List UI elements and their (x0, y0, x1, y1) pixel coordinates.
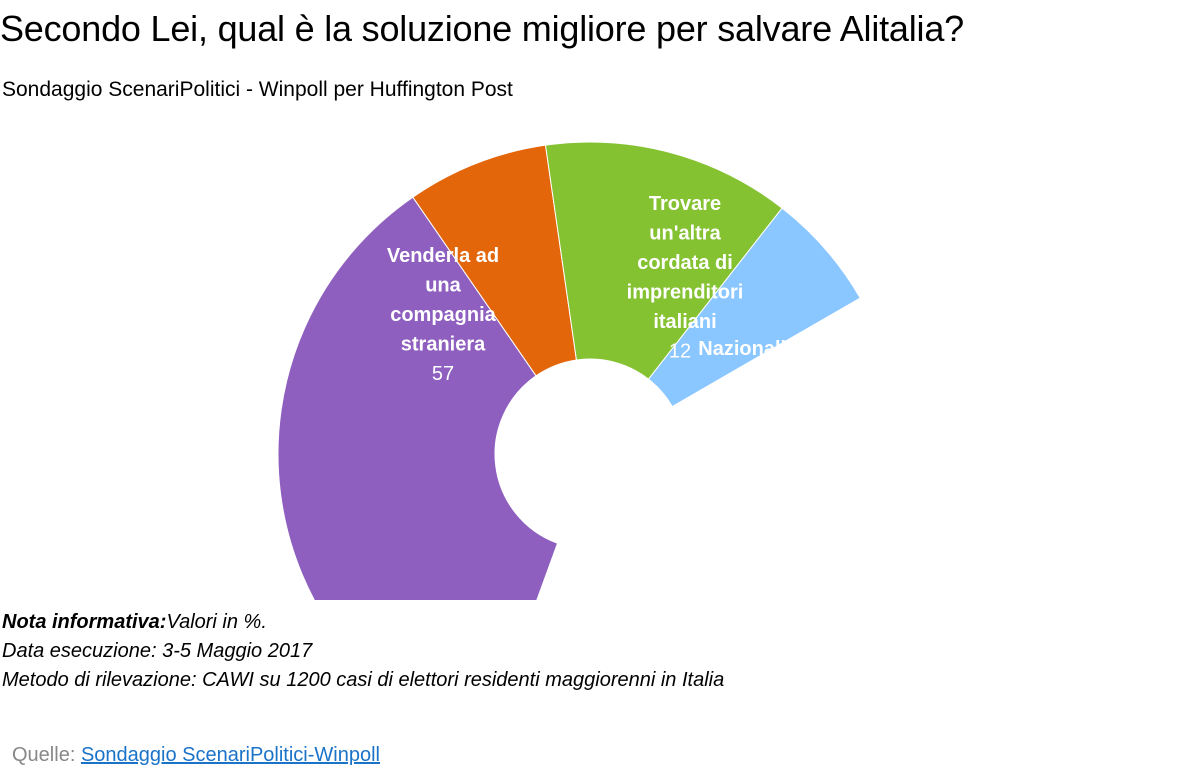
chart-subtitle: Sondaggio ScenariPolitici - Winpoll per … (2, 78, 513, 101)
slice-4 (647, 207, 861, 408)
source-line: Quelle: Sondaggio ScenariPolitici-Winpol… (12, 744, 380, 767)
notes-heading: Nota informativa: (2, 611, 167, 633)
labels-layer: Venderla ad una compagnia straniera 57 Trovar… (387, 193, 843, 506)
notes-line-3: Metodo di rilevazione: CAWI su 1200 casi… (2, 669, 725, 691)
slice-label-3: Nazionalizzarla (698, 338, 842, 360)
source-prefix: Quelle: (12, 744, 76, 766)
slice-value-2: 12 (669, 341, 691, 363)
slice-value-4: 10 (765, 484, 787, 506)
semicircle-donut-chart: Venderla ad una compagnia straniera 57 Trovar… (277, 141, 861, 600)
slice-label-2: Trovare un'altra cordata di imprenditori ita… (627, 193, 744, 333)
slice-label-4: Non sa (743, 454, 811, 476)
slice-value-3: 21 (759, 368, 781, 390)
slice-label-1: Venderla ad una compagnia straniera (387, 245, 499, 356)
slice-3 (544, 141, 783, 380)
notes-line-1: Nota informativa:Valori in %. (2, 608, 724, 637)
slices-layer (277, 141, 861, 600)
source-link[interactable]: Sondaggio ScenariPolitici-Winpoll (80, 744, 380, 766)
chart-title: Secondo Lei, qual è la soluzione miglior… (0, 8, 964, 49)
notes-block: Nota informativa:Valori in %. Data esecu… (2, 608, 724, 695)
notes-line-2: Data esecuzione: 3-5 Maggio 2017 (2, 640, 313, 662)
slice-1 (277, 196, 559, 600)
notes-units: Valori in %. (166, 611, 267, 633)
slice-value-1: 57 (432, 363, 454, 385)
